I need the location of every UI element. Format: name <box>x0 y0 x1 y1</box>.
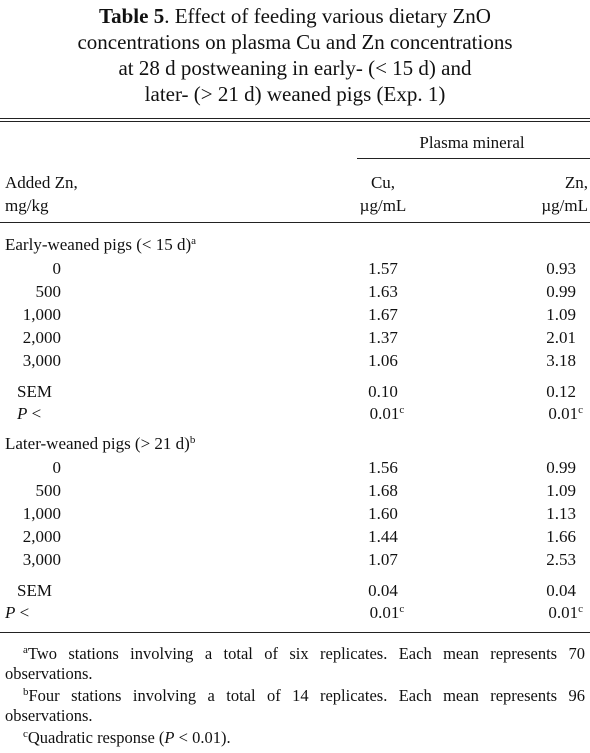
footnote-text: Two stations involving a total of six re… <box>5 644 585 683</box>
cu-value: 1.06 <box>368 351 398 370</box>
zn-value: 2.01 <box>546 328 576 347</box>
value: 0.01 <box>548 603 579 622</box>
p-symbol: < <box>19 603 30 622</box>
p-label: P < <box>5 603 29 623</box>
rule <box>0 118 590 119</box>
group-label: Later-weaned pigs (> 21 d)b <box>5 434 195 454</box>
footnote-text: Quadratic response ( <box>27 728 165 747</box>
spanner: Plasma mineral <box>419 133 525 152</box>
footnote: aTwo stations involving a total of six r… <box>5 644 585 684</box>
footnote: cQuadratic response (P < 0.01). <box>5 728 585 748</box>
zn-level: 0 <box>52 259 62 278</box>
zn-value: 1.66 <box>546 527 576 546</box>
rule <box>0 121 590 122</box>
rule <box>357 158 590 159</box>
footnote-mark: c <box>399 404 405 416</box>
zn-level: 3,000 <box>22 351 61 370</box>
table-title: Table 5. Effect of feeding various dieta… <box>0 3 590 107</box>
p-label: P < <box>17 404 41 424</box>
cu-value: 0.01c <box>327 603 447 623</box>
footnote-mark: a <box>191 235 197 247</box>
column-header: µg/mL <box>541 196 588 215</box>
group-label-text: Early-weaned pigs (< 15 d) <box>5 235 192 254</box>
footnote-mark: b <box>23 686 29 698</box>
cu-value: 1.56 <box>368 458 398 477</box>
footnote: bFour stations involving a total of 14 r… <box>5 686 585 726</box>
title-line: at 28 d postweaning in early- (< 15 d) a… <box>118 56 472 80</box>
zn-value: 0.93 <box>546 259 576 278</box>
zn-value: 1.13 <box>546 504 576 523</box>
zn-value: 0.99 <box>546 458 576 477</box>
cu-value: 1.37 <box>368 328 398 347</box>
p-symbol: < <box>31 404 42 423</box>
zn-level: 2,000 <box>22 328 61 347</box>
footnote-mark: c <box>399 603 405 615</box>
cu-value: 1.60 <box>368 504 398 523</box>
zn-value: 1.09 <box>546 481 576 500</box>
cu-value: 1.68 <box>368 481 398 500</box>
cu-value: 1.57 <box>368 259 398 278</box>
sem-label: SEM <box>17 581 52 600</box>
group-label: Early-weaned pigs (< 15 d)a <box>5 235 196 255</box>
zn-level: 1,000 <box>22 504 61 523</box>
title-label: Table 5 <box>99 4 165 28</box>
cu-value: 1.67 <box>368 305 398 324</box>
p-italic: P <box>5 603 16 622</box>
value: 0.01 <box>369 404 400 423</box>
zn-level: 2,000 <box>22 527 61 546</box>
cu-value: 0.01c <box>327 404 447 424</box>
footnote-mark: c <box>578 404 583 416</box>
title-line: later- (> 21 d) weaned pigs (Exp. 1) <box>144 82 446 106</box>
zn-level: 500 <box>35 481 62 500</box>
p-italic: P <box>17 404 28 423</box>
column-header: Added Zn, <box>5 173 78 192</box>
zn-level: 500 <box>35 282 62 301</box>
zn-value: 1.09 <box>546 305 576 324</box>
footnote-mark: c <box>23 728 28 740</box>
footnote-text: < 0.01). <box>174 728 231 747</box>
rule <box>0 222 590 223</box>
column-header: Cu, <box>370 173 396 192</box>
zn-value: 3.18 <box>546 351 576 370</box>
cu-value: 1.07 <box>368 550 398 569</box>
cu-value: 0.04 <box>368 581 398 600</box>
sem-label: SEM <box>17 382 52 401</box>
footnote-mark: c <box>578 603 583 615</box>
cu-value: 1.44 <box>368 527 398 546</box>
zn-value: 0.01c <box>548 404 583 424</box>
zn-value: 0.12 <box>546 382 576 401</box>
zn-value: 0.01c <box>548 603 583 623</box>
footnote-italic: P <box>164 728 175 747</box>
column-header: µg/mL <box>359 196 407 215</box>
group-label-text: Later-weaned pigs (> 21 d) <box>5 434 190 453</box>
zn-value: 0.04 <box>546 581 576 600</box>
column-header: Zn, <box>564 173 588 192</box>
footnote-mark: b <box>189 434 196 446</box>
zn-level: 0 <box>52 458 62 477</box>
value: 0.01 <box>369 603 400 622</box>
zn-level: 1,000 <box>22 305 61 324</box>
cu-value: 1.63 <box>368 282 398 301</box>
zn-value: 2.53 <box>546 550 576 569</box>
value: 0.01 <box>548 404 579 423</box>
zn-value: 0.99 <box>546 282 576 301</box>
column-header: mg/kg <box>5 196 49 215</box>
cu-value: 0.10 <box>368 382 398 401</box>
footnote-mark: a <box>23 644 28 656</box>
zn-level: 3,000 <box>22 550 61 569</box>
title-line: concentrations on plasma Cu and Zn conce… <box>77 30 513 54</box>
rule <box>0 632 590 633</box>
title-line: . Effect of feeding various dietary ZnO <box>164 4 491 28</box>
footnote-text: Four stations involving a total of 14 re… <box>5 686 585 725</box>
